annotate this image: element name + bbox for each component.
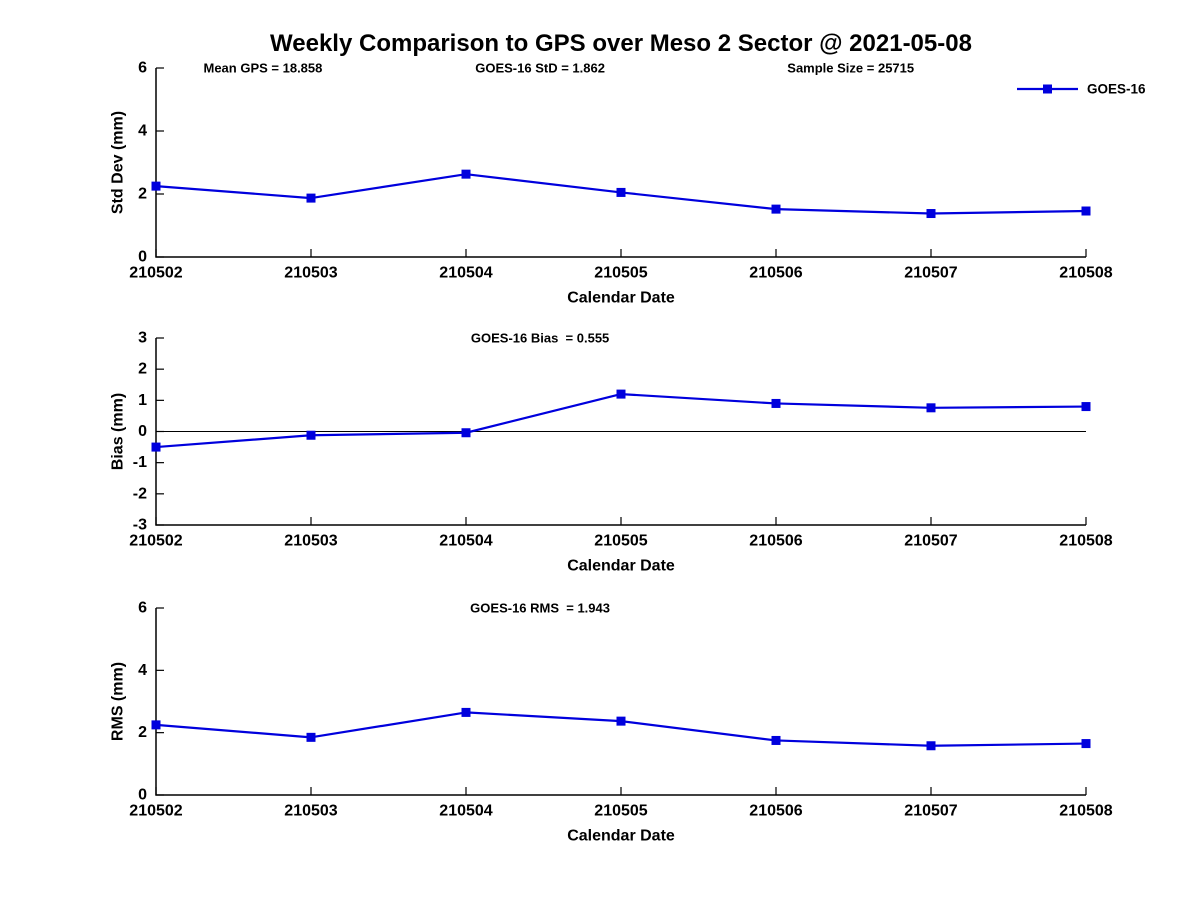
y-axis-label: RMS (mm) <box>110 662 127 741</box>
y-tick-label: -2 <box>133 485 147 502</box>
x-tick-label: 210505 <box>594 803 647 820</box>
x-tick-label: 210505 <box>594 265 647 282</box>
plot-std-dev: 0 2 4 6 210502 210503 210504 210505 210506 210507… <box>110 60 1147 307</box>
y-tick-label: 2 <box>138 361 147 378</box>
plot-annotation: Mean GPS = 18.858 <box>204 61 323 76</box>
y-axis-label: Bias (mm) <box>110 393 127 470</box>
y-tick-label: 6 <box>138 60 147 77</box>
y-tick-label: 0 <box>138 423 147 440</box>
x-axis-label: Calendar Date <box>567 290 675 307</box>
data-point-marker <box>461 428 471 438</box>
data-point-marker <box>151 720 161 730</box>
y-tick-label: 2 <box>138 186 147 203</box>
data-point-marker <box>151 442 161 452</box>
x-tick-label: 210504 <box>439 803 492 820</box>
x-tick-label: 210506 <box>749 533 802 550</box>
y-tick-label: 3 <box>138 330 147 347</box>
series-line-goes-16 <box>155 393 1087 449</box>
x-axis-label: Calendar Date <box>567 828 675 845</box>
x-tick-label: 210506 <box>749 803 802 820</box>
data-point-marker <box>306 430 316 440</box>
legend-marker <box>1043 84 1052 94</box>
y-tick-label: 6 <box>138 600 147 617</box>
y-tick-label: 0 <box>138 249 147 266</box>
x-tick-label: 210502 <box>129 533 182 550</box>
x-tick-label: 210508 <box>1059 803 1112 820</box>
x-tick-label: 210507 <box>904 803 957 820</box>
y-axis-label: Std Dev (mm) <box>110 111 127 214</box>
y-tick-label: 4 <box>138 123 147 140</box>
x-tick-label: 210504 <box>439 533 492 550</box>
data-point-marker <box>1081 402 1091 412</box>
data-point-marker <box>926 209 936 219</box>
x-tick-label: 210505 <box>594 533 647 550</box>
data-point-marker <box>461 707 471 717</box>
data-point-marker <box>306 732 316 742</box>
x-tick-label: 210506 <box>749 265 802 282</box>
data-point-marker <box>616 716 626 726</box>
data-point-marker <box>771 204 781 214</box>
x-tick-label: 210503 <box>284 265 337 282</box>
x-axis-label: Calendar Date <box>567 558 675 575</box>
data-point-marker <box>1081 739 1091 749</box>
y-tick-label: 1 <box>138 392 147 409</box>
data-point-marker <box>461 169 471 179</box>
x-tick-label: 210503 <box>284 803 337 820</box>
x-tick-label: 210504 <box>439 265 492 282</box>
legend-label: GOES-16 <box>1087 82 1146 97</box>
legend: GOES-16 <box>1017 82 1146 97</box>
x-tick-label: 210503 <box>284 533 337 550</box>
plot-annotation: GOES-16 RMS = 1.943 <box>470 601 610 616</box>
plot-rms: 0 2 4 6 210502 210503 210504 210505 210506 210507… <box>110 600 1113 845</box>
y-tick-label: -1 <box>133 454 147 471</box>
y-tick-label: 4 <box>138 662 147 679</box>
data-point-marker <box>151 181 161 191</box>
y-tick-label: -3 <box>133 517 147 534</box>
y-tick-label: 2 <box>138 724 147 741</box>
data-point-marker <box>1081 206 1091 216</box>
x-tick-label: 210502 <box>129 265 182 282</box>
data-point-marker <box>306 193 316 203</box>
data-point-marker <box>771 398 781 408</box>
x-tick-label: 210502 <box>129 803 182 820</box>
data-point-marker <box>616 389 626 399</box>
x-tick-label: 210508 <box>1059 265 1112 282</box>
data-point-marker <box>926 741 936 751</box>
data-point-marker <box>771 735 781 745</box>
plot-annotation: GOES-16 StD = 1.862 <box>475 61 605 76</box>
x-tick-label: 210508 <box>1059 533 1112 550</box>
plot-annotation: Sample Size = 25715 <box>787 61 914 76</box>
figure-title: Weekly Comparison to GPS over Meso 2 Sec… <box>270 30 972 57</box>
y-tick-label: 0 <box>138 787 147 804</box>
data-point-marker <box>926 403 936 413</box>
axis-frame <box>155 68 1086 258</box>
axis-frame <box>155 608 1086 796</box>
data-point-marker <box>616 187 626 197</box>
x-tick-label: 210507 <box>904 533 957 550</box>
plot-annotation: GOES-16 Bias = 0.555 <box>471 331 609 346</box>
x-tick-label: 210507 <box>904 265 957 282</box>
